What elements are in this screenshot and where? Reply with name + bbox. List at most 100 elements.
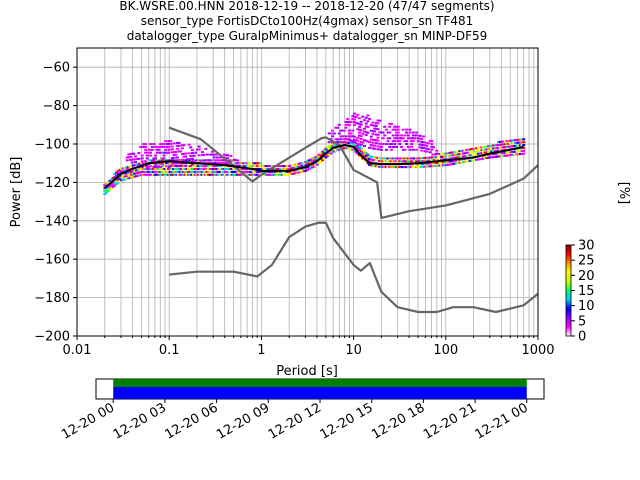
density-cell: [212, 168, 216, 170]
density-cell: [430, 159, 434, 162]
density-cell: [136, 168, 140, 171]
density-cell: [118, 177, 122, 180]
density-cell: [200, 153, 204, 156]
density-cell: [137, 157, 141, 160]
density-cell: [508, 154, 512, 157]
density-cell: [326, 149, 330, 152]
density-cell: [376, 139, 380, 142]
density-cell: [188, 168, 192, 170]
density-cell: [388, 157, 392, 160]
density-cell: [357, 131, 361, 134]
density-cell: [145, 168, 149, 170]
density-cell: [116, 170, 120, 173]
density-cell: [131, 173, 135, 176]
density-cell: [421, 135, 425, 138]
density-cell: [357, 117, 361, 120]
density-cell: [461, 149, 465, 152]
density-cell: [262, 165, 266, 168]
density-cell: [195, 165, 199, 168]
density-cell: [508, 139, 512, 142]
density-cell: [134, 155, 138, 158]
density-cell: [229, 160, 233, 163]
density-cell: [488, 153, 492, 156]
density-cell: [221, 162, 225, 165]
density-cell: [334, 126, 338, 129]
density-cell: [245, 162, 249, 165]
density-cell: [361, 154, 365, 157]
density-cell: [175, 156, 179, 159]
colorbar-tick-label: 25: [578, 254, 595, 269]
density-cell: [282, 165, 286, 168]
density-cell: [396, 140, 400, 143]
density-cell: [425, 162, 429, 165]
density-cell: [138, 174, 142, 177]
colorbar-tick-label: 10: [578, 299, 595, 314]
density-cell: [393, 143, 397, 146]
density-cell: [463, 149, 467, 152]
density-cell: [347, 147, 351, 150]
density-cell: [336, 141, 340, 144]
density-cell: [357, 143, 361, 146]
density-cell: [171, 173, 175, 176]
density-cell: [125, 159, 129, 162]
density-cell: [314, 164, 318, 167]
density-cell: [250, 162, 254, 165]
density-cell: [218, 165, 222, 168]
density-cell: [222, 170, 226, 173]
density-cell: [130, 165, 134, 168]
density-cell: [150, 165, 154, 168]
density-cell: [294, 166, 298, 169]
density-cell: [485, 148, 489, 151]
density-cell: [134, 158, 138, 161]
density-cell: [327, 141, 331, 144]
density-cell: [153, 168, 157, 170]
density-cell: [510, 142, 514, 145]
density-cell: [236, 162, 240, 165]
density-cell: [451, 159, 455, 162]
density-cell: [135, 163, 139, 166]
density-cell: [272, 168, 276, 170]
density-cell: [171, 170, 175, 173]
density-cell: [161, 170, 165, 173]
density-cell: [164, 151, 168, 154]
density-cell: [215, 168, 219, 170]
density-cell: [401, 148, 405, 151]
density-cell: [512, 150, 516, 153]
density-cell: [156, 170, 160, 173]
density-cell: [189, 157, 193, 160]
colorbar-gradient: [565, 244, 572, 337]
density-cell: [210, 170, 214, 173]
y-tick-label: −60: [43, 61, 70, 76]
density-cell: [159, 151, 163, 154]
density-cell: [406, 166, 410, 169]
density-cell: [349, 135, 353, 138]
density-cell: [290, 172, 294, 175]
density-cell: [443, 164, 447, 167]
density-cell: [363, 150, 367, 153]
density-cell: [197, 159, 201, 162]
density-cell: [411, 140, 415, 143]
density-cell: [292, 172, 296, 175]
density-cell: [130, 173, 134, 176]
density-cell: [329, 132, 333, 135]
density-cell: [104, 188, 108, 191]
density-cell: [163, 165, 167, 168]
density-cell: [145, 166, 149, 169]
density-cell: [175, 147, 179, 150]
density-cell: [185, 168, 189, 170]
density-cell: [400, 134, 404, 137]
density-cell: [180, 170, 184, 173]
density-cell: [507, 154, 511, 157]
density-cell: [229, 155, 233, 158]
density-cell: [141, 168, 145, 170]
density-cell: [218, 170, 222, 173]
density-cell: [349, 139, 353, 142]
density-cell: [430, 162, 434, 165]
density-cell: [126, 174, 130, 177]
density-cell: [406, 134, 410, 137]
density-cell: [187, 152, 191, 155]
density-cell: [172, 153, 176, 156]
density-cell: [182, 168, 186, 170]
density-cell: [513, 142, 517, 145]
